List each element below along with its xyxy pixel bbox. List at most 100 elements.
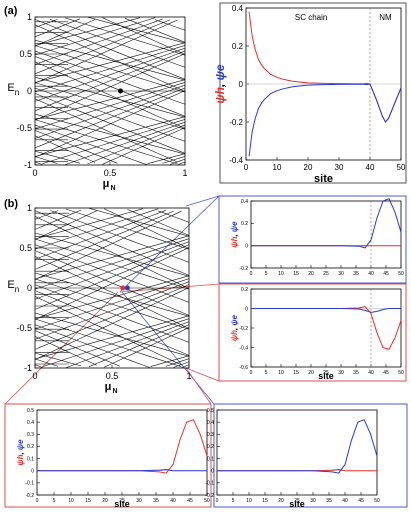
energy-level-line xyxy=(35,315,189,360)
energy-level-line xyxy=(35,272,189,317)
charts-layer: 0 0.5 1-1-0.500.51E nμ N0 0.5 1-1-0.500.51E nμ N… xyxy=(7,4,406,509)
y-tick-label: 0 xyxy=(31,468,34,474)
energy-level-line xyxy=(35,216,189,289)
energy-level-line xyxy=(35,39,185,81)
energy-level-line xyxy=(35,42,185,83)
energy-level-line xyxy=(35,84,185,139)
x-tick-label: 25 xyxy=(323,370,329,376)
x-tick-label: 5 xyxy=(265,271,268,277)
x-tick-label: 0 xyxy=(36,498,39,504)
x-tick-label: 25 xyxy=(294,498,300,504)
connector-red-to-bottom-left xyxy=(4,291,119,405)
energy-level-line xyxy=(35,116,185,157)
energy-level-line xyxy=(35,93,185,154)
x-tick-label: 40 xyxy=(342,498,348,504)
x-tick-label: 0 xyxy=(244,163,249,172)
x-tick-label: 35 xyxy=(326,498,332,504)
x-axis-label: μ xyxy=(103,178,110,190)
chart-a-wavefunction: 0 10 20 30 40 50 -0.4 -0.2 0 0.2 0.4 SC chain NM ψh, … xyxy=(213,4,406,185)
frame-b-bottom-left xyxy=(4,403,212,508)
energy-level-line xyxy=(35,24,185,92)
y-tick-label: -0.2 xyxy=(229,118,243,127)
series-line-electron xyxy=(217,419,378,474)
y-axis-label: ψh, ψe xyxy=(16,439,25,466)
energy-level-line xyxy=(35,235,189,280)
y-tick-label: 0.2 xyxy=(232,42,244,51)
x-axis-label: site xyxy=(114,499,130,509)
psi-e-label: ψe xyxy=(16,439,25,450)
x-axis-label-sub: N xyxy=(110,185,115,192)
x-tick-label: 40 xyxy=(170,498,176,504)
x-tick-label: 15 xyxy=(293,370,299,376)
energy-level-line xyxy=(35,278,189,330)
x-tick-label: 35 xyxy=(353,271,359,277)
y-tick-label: 0 xyxy=(27,86,32,96)
label-comma: , xyxy=(213,80,227,88)
x-tick-label: 45 xyxy=(187,498,193,504)
energy-level-line xyxy=(42,318,189,367)
plot-frame xyxy=(250,200,402,269)
energy-level-line xyxy=(35,290,189,356)
energy-level-line xyxy=(35,250,189,316)
x-tick-label: 25 xyxy=(323,271,329,277)
y-tick-label: -0.1 xyxy=(25,481,34,487)
y-tick-label: -0.5 xyxy=(16,123,32,133)
y-tick-label: 0.4 xyxy=(207,420,214,426)
y-tick-label: 0.5 xyxy=(19,243,32,253)
x-tick-label: 0 xyxy=(32,168,37,178)
x-tick-label: 5 xyxy=(232,498,235,504)
energy-level-line xyxy=(35,53,185,121)
connector-blue-to-top xyxy=(119,195,220,293)
x-tick-label: 40 xyxy=(368,370,374,376)
y-tick-label: -0.4 xyxy=(229,156,243,165)
energy-level-line xyxy=(35,247,189,320)
plot-frame xyxy=(250,288,402,368)
x-tick-label: 1 xyxy=(182,168,187,178)
energy-level-line xyxy=(35,18,185,165)
energy-level-line xyxy=(35,17,185,164)
panel-b-label: (b) xyxy=(4,198,18,210)
connector-blue-to-bottom-right xyxy=(121,291,215,405)
x-tick-label: 30 xyxy=(335,163,344,172)
energy-level-line xyxy=(35,76,185,118)
y-tick-label: -0.2 xyxy=(239,266,248,272)
y-axis-label: ψh, ψe xyxy=(230,221,239,248)
energy-level-line xyxy=(35,19,185,165)
energy-level-line xyxy=(35,210,189,368)
x-tick-label: 30 xyxy=(338,370,344,376)
y-tick-label: 0 xyxy=(245,306,248,312)
y-tick-label: 0.1 xyxy=(27,456,34,462)
x-tick-label: 15 xyxy=(85,498,91,504)
x-tick-label: 10 xyxy=(68,498,74,504)
energy-level-line xyxy=(35,82,185,130)
y-tick-label: 0 xyxy=(211,468,214,474)
y-tick-label: 0.4 xyxy=(27,420,34,426)
annotation-nm: NM xyxy=(379,13,392,22)
x-axis-label-sub: N xyxy=(112,388,117,395)
energy-level-line xyxy=(35,50,185,105)
y-tick-label: -1 xyxy=(24,363,32,373)
energy-level-line xyxy=(35,47,185,102)
energy-level-line xyxy=(35,18,185,164)
x-tick-label: 35 xyxy=(353,370,359,376)
x-tick-label: 35 xyxy=(153,498,159,504)
psi-e-label: ψe xyxy=(230,314,239,325)
y-tick-label: -0.2 xyxy=(239,326,248,332)
highlight-point-red xyxy=(120,285,126,291)
x-tick-label: 20 xyxy=(308,271,314,277)
x-tick-label: 40 xyxy=(368,271,374,277)
x-tick-label: 30 xyxy=(136,498,142,504)
energy-level-line xyxy=(35,18,185,165)
x-tick-label: 0 xyxy=(250,370,253,376)
energy-level-line xyxy=(35,113,185,155)
x-tick-label: 50 xyxy=(397,163,406,172)
annotation-sc-chain: SC chain xyxy=(295,13,327,22)
y-tick-label: 0.2 xyxy=(27,444,34,450)
x-axis-label: μ xyxy=(105,381,112,393)
chart-b-mid-right: 0 5 10 15 20 25 30 35 40 45 50 -0.6 -0.4 -0.2 0 0.2 ψh, … xyxy=(230,287,404,381)
x-tick-label: 0.5 xyxy=(106,371,119,381)
energy-level-line xyxy=(35,90,185,158)
label-comma: , xyxy=(230,232,239,237)
y-tick-label: 1 xyxy=(27,203,32,213)
